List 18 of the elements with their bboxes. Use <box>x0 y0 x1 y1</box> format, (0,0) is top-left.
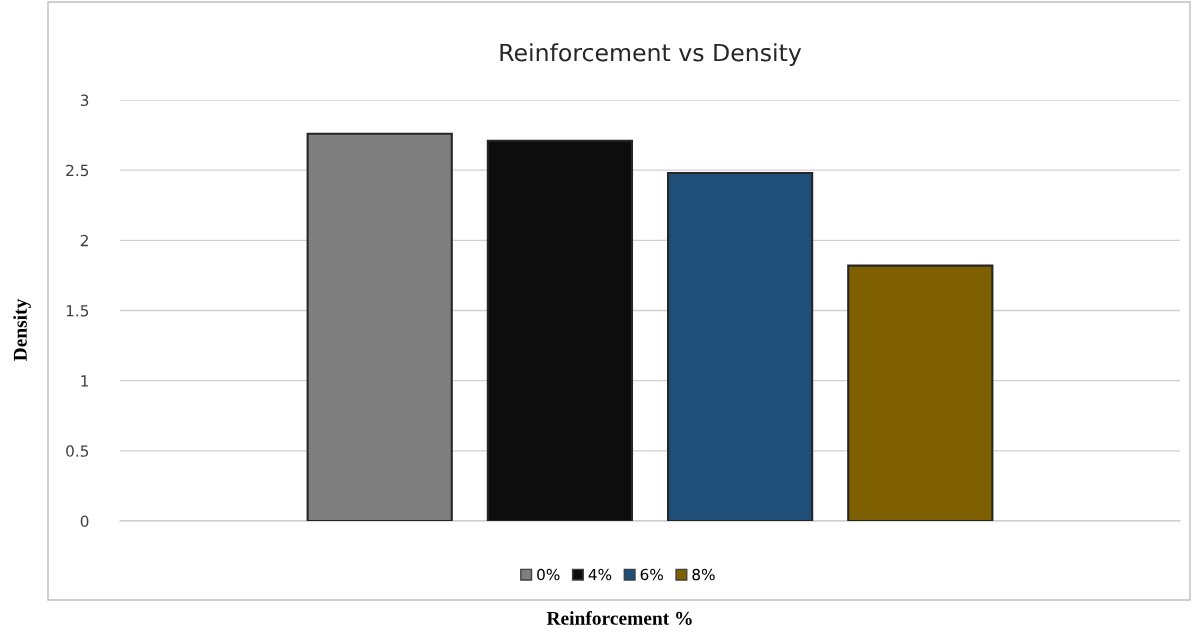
y-tick-label: 3 <box>80 94 89 107</box>
y-axis-title: Density <box>13 298 31 361</box>
legend-label: 4% <box>588 568 612 581</box>
legend-label: 0% <box>537 568 560 581</box>
y-tick-label: 1 <box>81 375 89 387</box>
y-tick-label: 2.5 <box>66 164 89 177</box>
bar <box>306 132 453 521</box>
legend-label: 6% <box>640 568 663 581</box>
y-tick-label: 0 <box>80 515 89 528</box>
y-tick-label: 2 <box>80 234 88 247</box>
bar <box>486 139 634 521</box>
bar <box>666 171 814 521</box>
x-axis-title: Reinforcement % <box>546 610 692 625</box>
y-tick-label: 1.5 <box>66 305 89 317</box>
legend-label: 8% <box>692 568 715 581</box>
y-tick-label: 0.5 <box>66 445 89 457</box>
chart-title: Reinforcement vs Density <box>500 43 802 67</box>
bar <box>847 264 994 521</box>
